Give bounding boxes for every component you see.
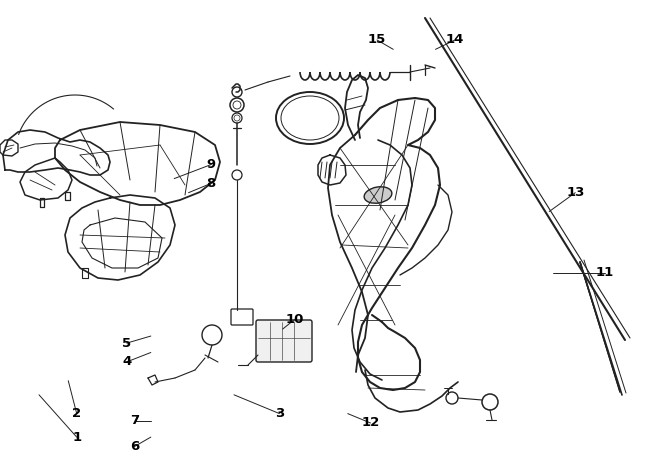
Text: 6: 6	[130, 440, 139, 453]
Ellipse shape	[364, 187, 392, 203]
Text: 4: 4	[122, 355, 131, 368]
Text: 14: 14	[446, 33, 464, 47]
Text: 9: 9	[207, 158, 216, 171]
Text: 8: 8	[207, 177, 216, 190]
Text: 7: 7	[130, 414, 139, 427]
Text: 13: 13	[566, 186, 584, 199]
Text: 12: 12	[361, 416, 380, 430]
Text: 11: 11	[595, 266, 614, 279]
FancyBboxPatch shape	[256, 320, 312, 362]
Text: 1: 1	[72, 431, 81, 444]
Text: 2: 2	[72, 407, 81, 420]
Text: 15: 15	[368, 33, 386, 47]
FancyBboxPatch shape	[231, 309, 253, 325]
Text: 5: 5	[122, 337, 131, 350]
Text: 10: 10	[285, 313, 304, 326]
Text: 3: 3	[275, 407, 284, 420]
